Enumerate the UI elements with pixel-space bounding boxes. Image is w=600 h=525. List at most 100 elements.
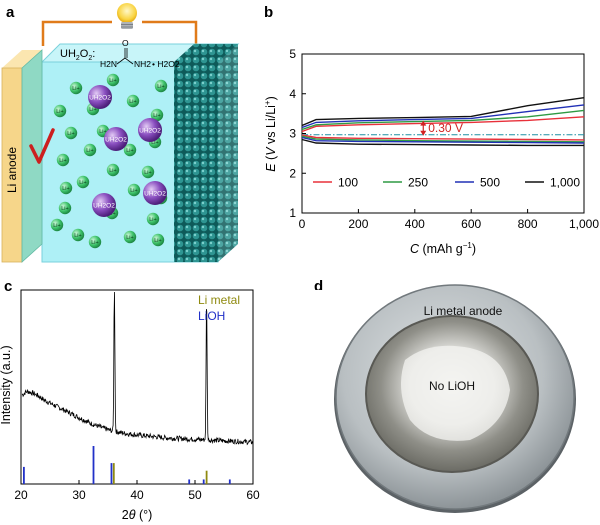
li-ion-label: Li+ xyxy=(99,129,107,135)
li-ion-sphere xyxy=(106,73,120,87)
li-ion: Li+ xyxy=(106,163,120,177)
li-ion-label: Li+ xyxy=(144,170,152,176)
li-ion: Li+ xyxy=(123,143,137,157)
annotation-arrow-head xyxy=(420,120,427,126)
chart-c-xtick-label: 30 xyxy=(72,488,86,502)
li-ion-sphere xyxy=(150,108,164,122)
li-ion: Li+ xyxy=(64,126,78,140)
li-ion: Li+ xyxy=(127,183,141,197)
li-ion-label: Li+ xyxy=(109,168,117,174)
li-ion-sphere xyxy=(58,201,72,215)
legend-label: 500 xyxy=(480,176,500,190)
urea-peroxide-sphere xyxy=(92,193,116,217)
chart-b-xtick-label: 800 xyxy=(518,217,538,231)
molecule-left: H2N xyxy=(100,59,117,69)
molecule-o: O xyxy=(122,38,129,48)
li-ion: Li+ xyxy=(56,153,70,167)
li-ion-sphere xyxy=(50,218,64,232)
li-ion-label: Li+ xyxy=(89,107,97,113)
li-ion-sphere xyxy=(69,81,83,95)
li-ion-label: Li+ xyxy=(61,206,69,212)
chart-b-ylabel: E (V vs Li/Li+) xyxy=(263,96,278,172)
annotation-label: 0.30 V xyxy=(428,121,463,135)
li-ion-sphere xyxy=(127,183,141,197)
li-ion: Li+ xyxy=(154,79,168,93)
panel-c: c 20 30 40 50 60 Li metal LiOH Intensity (a.u.… xyxy=(0,278,260,522)
li-ion: Li+ xyxy=(146,212,160,226)
chart-b-xtick-label: 0 xyxy=(299,217,306,231)
li-ion-label: Li+ xyxy=(129,99,137,105)
li-ion-label: Li+ xyxy=(67,131,75,137)
urea-peroxide: UH2O2 xyxy=(104,127,128,151)
li-ion-label: Li+ xyxy=(74,233,82,239)
chart-b-xtick-label: 1,000 xyxy=(569,217,599,231)
annotation-arrow-head xyxy=(420,130,427,136)
molecule-right: NH2 xyxy=(134,59,151,69)
chart-b-ytick-label: 1 xyxy=(289,206,296,220)
cathode xyxy=(174,44,238,262)
chart-c-xtick-label: 40 xyxy=(130,488,144,502)
circuit-wire xyxy=(41,20,198,46)
formula-label: UH2O2: xyxy=(60,48,95,62)
li-ion-sphere xyxy=(123,143,137,157)
chart-b-series-discharge xyxy=(301,138,584,147)
li-ion-label: Li+ xyxy=(151,140,159,146)
li-ion-sphere xyxy=(88,235,102,249)
li-ion-sphere xyxy=(71,228,85,242)
chart-b-series-discharge xyxy=(301,136,585,144)
formula: UH2O2: H2N O NH2 • H2O2 xyxy=(60,38,180,69)
li-ion-label: Li+ xyxy=(153,113,161,119)
chart-c-ylabel: Intensity (a.u.) xyxy=(0,345,13,424)
li-ion-label: Li+ xyxy=(154,238,162,244)
disc-inner-label: No LiOH xyxy=(429,379,475,393)
chart-c-legend-label: LiOH xyxy=(198,309,225,323)
li-ion-sphere xyxy=(154,79,168,93)
li-anode: Li anode xyxy=(1,49,43,263)
li-ion: Li+ xyxy=(59,181,73,195)
chart-b-xtick-label: 400 xyxy=(405,217,425,231)
li-ion: Li+ xyxy=(151,233,165,247)
li-ion-sphere xyxy=(141,165,155,179)
urea-peroxide-label: UH2O2 xyxy=(144,191,166,198)
li-ion-label: Li+ xyxy=(109,78,117,84)
li-ion: Li+ xyxy=(106,73,120,87)
li-ion: Li+ xyxy=(123,230,137,244)
molecule-h2o2: • H2O2 xyxy=(152,59,180,69)
chart-b-xtick-label: 200 xyxy=(348,217,368,231)
li-ion-label: Li+ xyxy=(53,223,61,229)
urea-peroxide: UH2O2 xyxy=(143,181,167,205)
li-ion-sphere xyxy=(76,175,90,189)
anode-label: Li anode xyxy=(5,147,19,193)
li-ion-sphere xyxy=(64,126,78,140)
urea-peroxide-label: UH2O2 xyxy=(93,203,115,210)
chart-b-ytick-label: 2 xyxy=(289,166,296,180)
li-ion-label: Li+ xyxy=(108,211,116,217)
li-ion-label: Li+ xyxy=(91,240,99,246)
panel-letter-d: d xyxy=(314,278,323,295)
xrd-pattern xyxy=(21,291,254,446)
chart-c-xtick-label: 20 xyxy=(14,488,28,502)
li-ion: Li+ xyxy=(50,218,64,232)
li-ion: Li+ xyxy=(58,201,72,215)
chart-b-series-charge xyxy=(301,116,585,133)
li-ion: Li+ xyxy=(71,228,85,242)
li-ion-label: Li+ xyxy=(126,235,134,241)
chart-b-series-discharge xyxy=(301,135,585,143)
panel-b: b 0 200 400 600 800 1,000 1 2 3 4 5 0.30 V 100 250 500… xyxy=(263,4,599,256)
chart-b-ytick-label: 3 xyxy=(289,127,296,141)
li-ion: Li+ xyxy=(83,143,97,157)
legend-label: 100 xyxy=(338,176,358,190)
urea-peroxide-sphere xyxy=(143,181,167,205)
legend-label: 250 xyxy=(408,176,428,190)
panel-letter-b: b xyxy=(264,4,273,21)
li-ion-sphere xyxy=(106,163,120,177)
li-ion-label: Li+ xyxy=(149,217,157,223)
urea-peroxide-sphere xyxy=(88,85,112,109)
li-ion-sphere xyxy=(83,143,97,157)
panel-a: a Li anode UH2O2: H2N xyxy=(1,3,240,263)
chart-b-xtick-label: 600 xyxy=(461,217,481,231)
bright-patch xyxy=(401,345,510,441)
urea-peroxide-label: UH2O2 xyxy=(139,128,161,135)
li-ion-sphere xyxy=(146,212,160,226)
urea-peroxide: UH2O2 xyxy=(92,193,116,217)
